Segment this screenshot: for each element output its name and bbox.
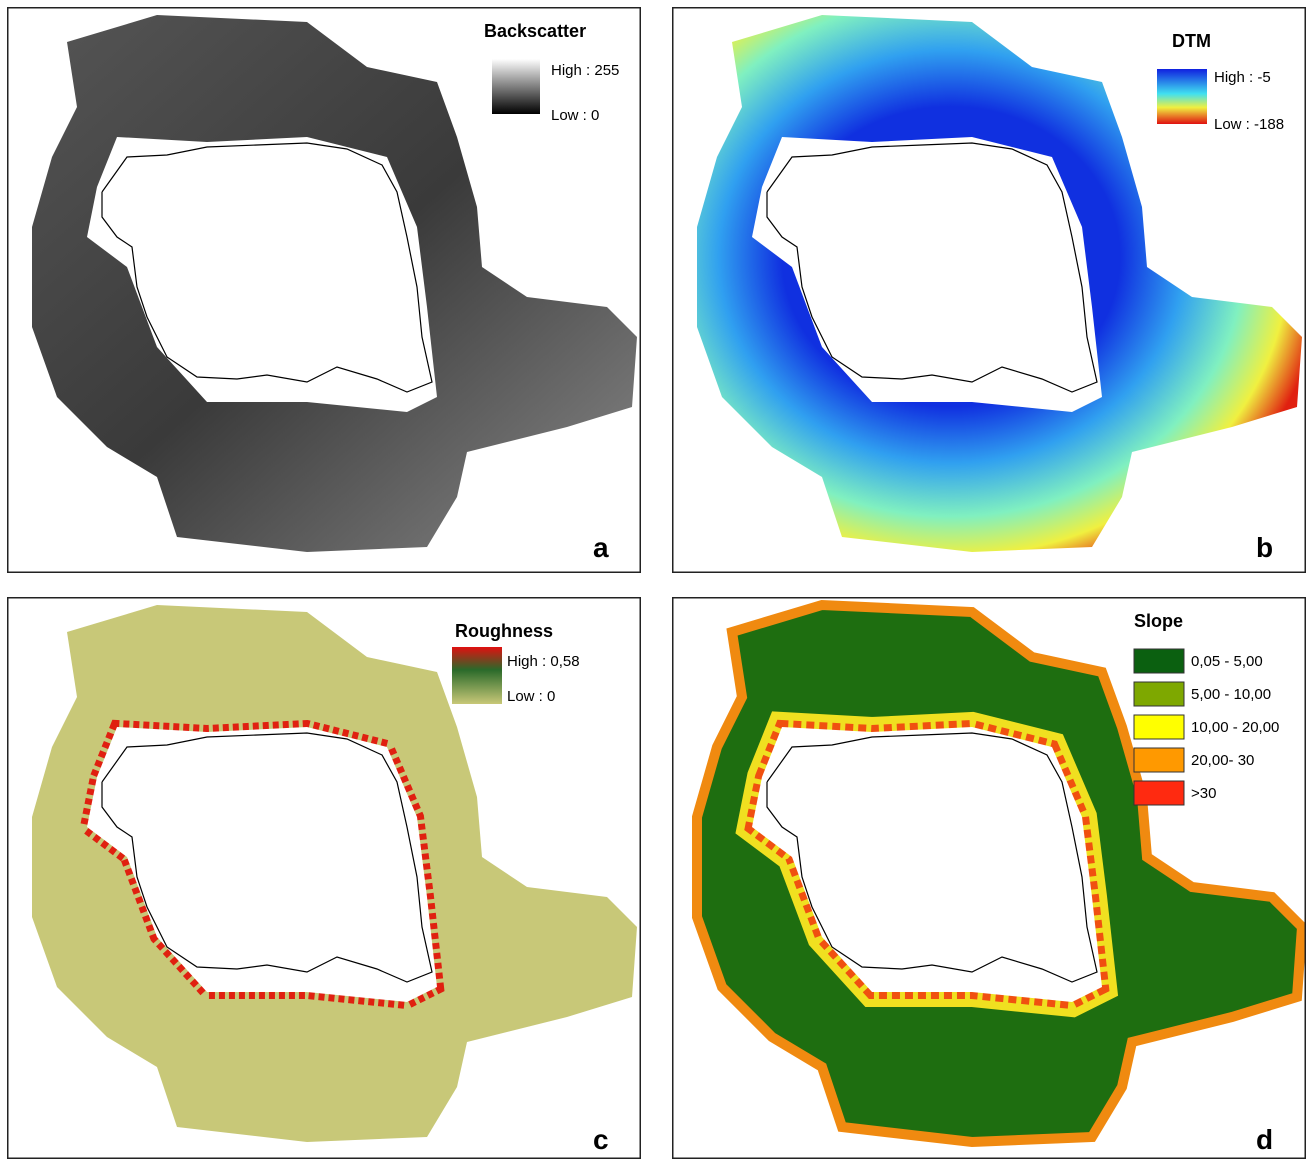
legend-swatch [1134, 781, 1184, 805]
legend-title: DTM [1172, 31, 1211, 51]
legend-title: Slope [1134, 611, 1183, 631]
legend-ramp [1157, 69, 1207, 124]
panel-b: DTM High : -5 Low : -188 b [672, 7, 1306, 573]
legend-ramp [452, 647, 502, 704]
legend-label: 0,05 - 5,00 [1191, 653, 1263, 670]
page: Backscatter High : 255 Low : 0 a DTM Hig… [0, 0, 1308, 1161]
panel-d: Slope 0,05 - 5,00 5,00 - 10,00 10,00 - 2… [672, 597, 1306, 1163]
panel-letter: b [1256, 532, 1273, 563]
legend-swatch [1134, 748, 1184, 772]
legend-label: 20,00- 30 [1191, 752, 1254, 769]
legend-label: Low : -188 [1214, 116, 1284, 133]
panel-letter: a [593, 532, 609, 563]
legend-label: High : -5 [1214, 69, 1271, 86]
legend-swatch [1134, 715, 1184, 739]
panel-c: Roughness High : 0,58 Low : 0 c [7, 597, 641, 1163]
panel-letter: d [1256, 1124, 1273, 1155]
legend-label: >30 [1191, 785, 1216, 802]
legend-label: Low : 0 [551, 107, 599, 124]
legend-title: Roughness [455, 621, 553, 641]
legend-swatch [1134, 649, 1184, 673]
legend-label: 5,00 - 10,00 [1191, 686, 1271, 703]
legend-label: High : 0,58 [507, 653, 580, 670]
legend-title: Backscatter [484, 21, 586, 41]
legend-ramp [492, 59, 540, 114]
legend-swatch [1134, 682, 1184, 706]
legend-label: Low : 0 [507, 688, 555, 705]
panel-letter: c [593, 1124, 609, 1155]
legend-label: High : 255 [551, 62, 619, 79]
legend-label: 10,00 - 20,00 [1191, 719, 1279, 736]
panel-a: Backscatter High : 255 Low : 0 a [7, 7, 641, 573]
